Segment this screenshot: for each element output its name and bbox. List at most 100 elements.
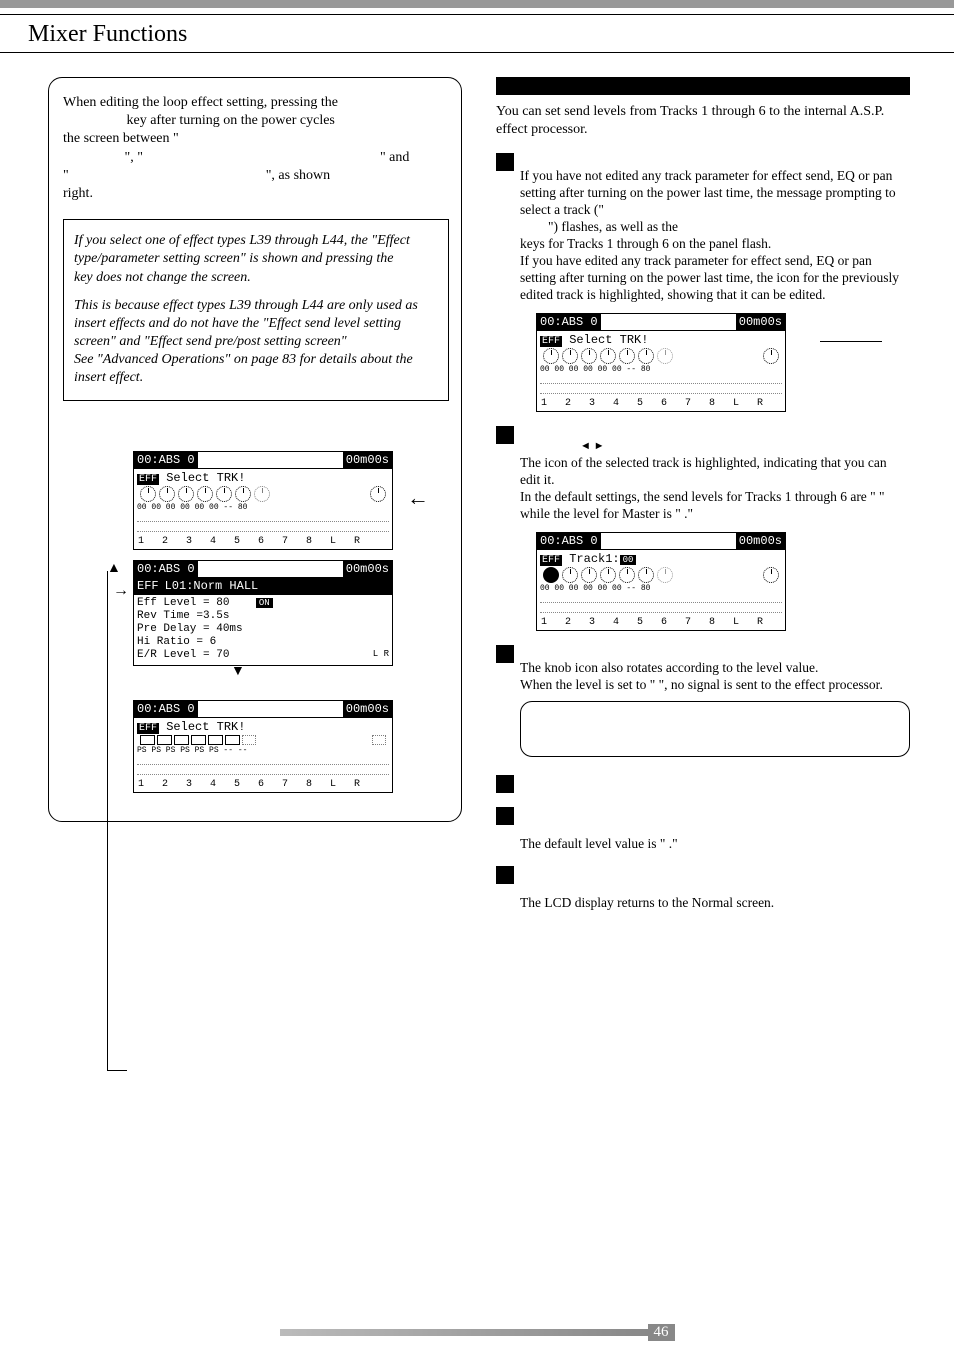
lcd-abs: 00:ABS 0	[134, 561, 198, 577]
tip-line: ", as shown	[266, 168, 330, 183]
knob-icon	[562, 348, 578, 364]
lcd-abs: 00:ABS 0	[537, 533, 601, 549]
note-p2: This is because effect types L39 through…	[74, 297, 438, 352]
step-text: If you have edited any track parameter f…	[520, 253, 899, 302]
lcd-vals: 00 00 00 00 00 00 -- 80	[540, 584, 782, 593]
knob-icon	[178, 486, 194, 502]
knob-icon	[600, 567, 616, 583]
knob-icon	[140, 486, 156, 502]
tip-line: When editing the loop effect setting, pr…	[63, 95, 338, 110]
tip-line: the screen between "	[63, 131, 179, 146]
step-2: ◄ ► The icon of the selected track is hi…	[496, 426, 910, 522]
step-1: If you have not edited any track paramet…	[496, 153, 910, 303]
box-icon	[242, 735, 256, 745]
box-icon	[208, 735, 223, 745]
knob-icon	[159, 486, 175, 502]
lcd-time: 00m00s	[343, 561, 392, 577]
lcd-abs: 00:ABS 0	[134, 452, 198, 468]
lcd-track-nums: 1 2 3 4 5 6 7 8 L R	[134, 779, 392, 792]
lcd-abs: 00:ABS 0	[134, 701, 198, 717]
tip-line: "	[63, 168, 69, 183]
lcd-param: Pre Delay = 40ms	[137, 623, 389, 636]
lcd-select-trk: Select TRK!	[166, 471, 245, 485]
step-num-3	[496, 645, 514, 663]
knob-icon	[543, 348, 559, 364]
lcd-track-val: 00	[620, 555, 637, 565]
step-num-2	[496, 426, 514, 444]
knob-icon	[763, 567, 779, 583]
callout-line	[820, 341, 882, 342]
note-text: key does not change the screen.	[74, 270, 251, 285]
lcd-param: Eff Level = 80	[137, 597, 229, 609]
lcd-eff-tag: EFF	[540, 555, 562, 566]
step-text: The default level value is " ."	[520, 836, 678, 851]
step-text: If you have not edited any track paramet…	[520, 168, 896, 217]
lcd-screen-b: 00:ABS 0 00m00s EFF L01:Norm HALL Eff Le…	[133, 560, 393, 666]
tip-line: key after turning on the power cycles	[127, 113, 335, 128]
knob-icon	[235, 486, 251, 502]
step-text: ") flashes, as well as the	[548, 219, 678, 234]
step-text: In the default settings, the send levels…	[520, 489, 885, 521]
lcd-lr: L R	[373, 649, 389, 660]
step-text: keys for Tracks 1 through 6 on the panel…	[520, 236, 771, 251]
lcd-time: 00m00s	[736, 314, 785, 330]
step-num-4	[496, 775, 514, 793]
lcd-on-badge: ON	[256, 598, 273, 609]
box-row	[137, 734, 389, 746]
lcd-track-nums: 1 2 3 4 5 6 7 8 L R	[537, 617, 785, 630]
arrow-icon: ←	[407, 485, 429, 511]
tip-line: " and	[380, 150, 409, 165]
lcd-screen-a: 00:ABS 0 00m00s EFF Select TRK!	[133, 451, 393, 550]
box-icon	[191, 735, 206, 745]
top-accent-bar	[0, 0, 954, 8]
lcd-eff-tag: EFF	[134, 578, 162, 594]
section-intro: You can set send levels from Tracks 1 th…	[496, 103, 910, 139]
knob-icon	[638, 567, 654, 583]
step-num-6	[496, 866, 514, 884]
lcd-eff-tag: EFF	[137, 723, 159, 734]
knob-icon	[197, 486, 213, 502]
knob-icon	[638, 348, 654, 364]
lcd-screen-c: 00:ABS 0 00m00s EFF Select TRK!	[133, 700, 393, 793]
step-num-5	[496, 807, 514, 825]
knob-icon	[619, 567, 635, 583]
knob-icon	[370, 486, 386, 502]
lcd-track-nums: 1 2 3 4 5 6 7 8 L R	[537, 398, 785, 411]
step-text: When the level is set to " ", no signal …	[520, 677, 883, 692]
knob-icon	[581, 348, 597, 364]
note-text: If you select one of effect types L39 th…	[74, 233, 410, 266]
page-number: 46	[648, 1324, 675, 1341]
knob-selected-icon	[543, 567, 559, 583]
knob-icon	[763, 348, 779, 364]
knob-icon	[600, 348, 616, 364]
footer-bar	[280, 1329, 650, 1336]
lcd-abs: 00:ABS 0	[537, 314, 601, 330]
knob-icon	[254, 486, 270, 502]
note-p3: See "Advanced Operations" on page 83 for…	[74, 351, 438, 387]
lcd-patch: L01:Norm HALL	[162, 578, 392, 594]
left-column: When editing the loop effect setting, pr…	[48, 77, 462, 911]
lcd-param: Hi Ratio = 6	[137, 636, 389, 649]
lcd-screen-e: 00:ABS 0 00m00s EFF Track1:00	[536, 532, 786, 631]
page-footer: 46	[0, 1324, 954, 1341]
box-icon	[174, 735, 189, 745]
step-text: The icon of the selected track is highli…	[520, 455, 887, 487]
knob-row	[137, 485, 389, 503]
knob-icon	[657, 567, 673, 583]
step-text: The knob icon also rotates according to …	[520, 660, 818, 675]
step-4	[496, 775, 910, 793]
lcd-select-trk: Select TRK!	[569, 333, 648, 347]
lcd-time: 00m00s	[343, 701, 392, 717]
knob-icon	[581, 567, 597, 583]
arrow-down-icon: ▼	[231, 664, 245, 680]
step-3: The knob icon also rotates according to …	[496, 645, 910, 761]
empty-note-box	[520, 701, 910, 757]
knob-icon	[216, 486, 232, 502]
lcd-time: 00m00s	[736, 533, 785, 549]
step-5: The default level value is " ."	[496, 807, 910, 852]
lcd-eff-tag: EFF	[137, 474, 159, 485]
tip-box: When editing the loop effect setting, pr…	[48, 77, 462, 822]
lcd-track-label: Track1:	[569, 552, 619, 566]
lcd-param: Rev Time =3.5s	[137, 610, 389, 623]
box-icon	[140, 735, 155, 745]
